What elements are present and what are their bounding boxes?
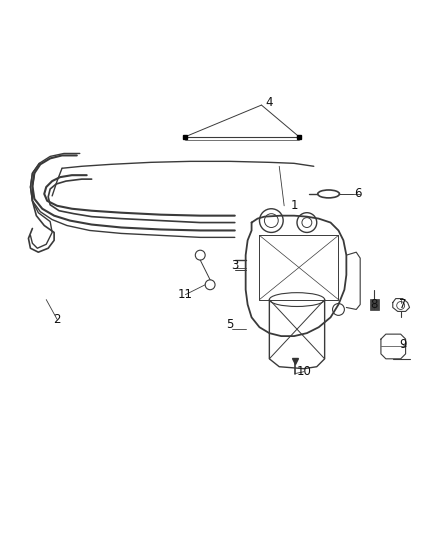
Text: 5: 5 — [226, 318, 233, 331]
Text: 1: 1 — [290, 199, 298, 212]
Text: 11: 11 — [178, 288, 193, 301]
Text: 4: 4 — [265, 95, 273, 109]
Text: 9: 9 — [399, 337, 406, 351]
Bar — [370, 298, 379, 310]
Text: 10: 10 — [297, 365, 311, 378]
Text: 3: 3 — [231, 259, 238, 271]
Text: 2: 2 — [53, 313, 61, 326]
Text: 7: 7 — [399, 298, 406, 311]
Text: 6: 6 — [354, 188, 362, 200]
Text: 8: 8 — [370, 298, 378, 311]
